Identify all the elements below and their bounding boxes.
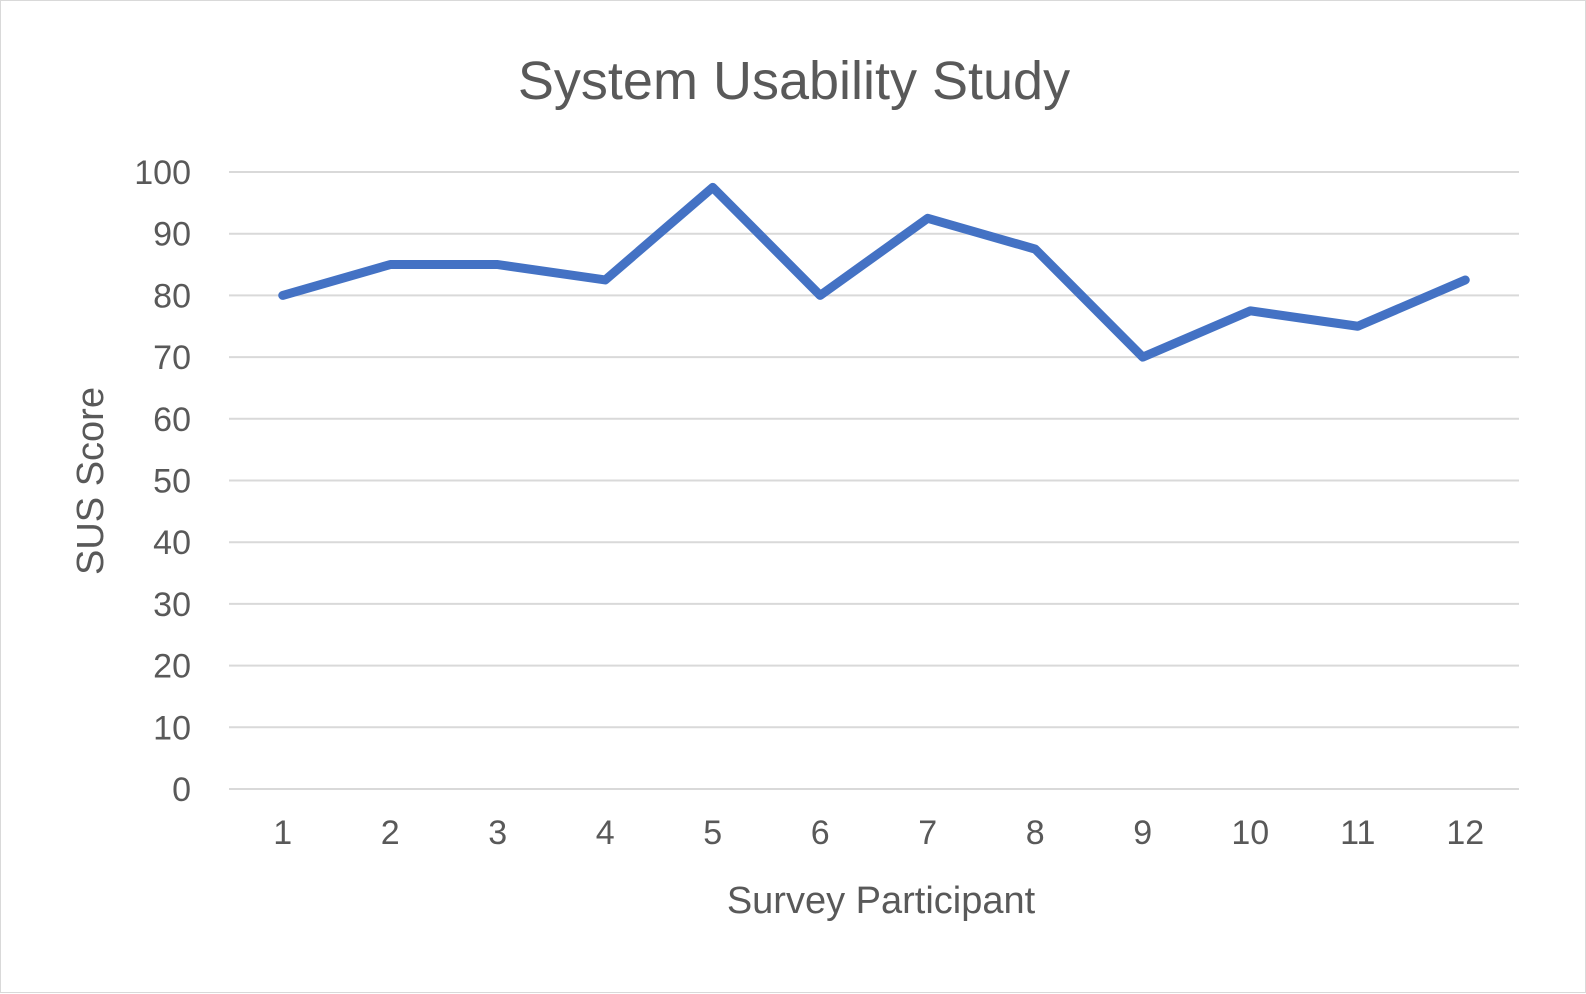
chart-title: System Usability Study — [518, 51, 1070, 111]
series-line-0 — [278, 182, 1470, 362]
y-axis-tick-labels: 0 10 20 30 40 50 60 70 80 90 100 — [134, 154, 191, 809]
x-tick-label: 2 — [381, 814, 400, 852]
x-tick-label: 7 — [918, 814, 937, 852]
data-point — [925, 216, 930, 221]
y-tick-label: 20 — [153, 648, 191, 686]
x-tick-label: 12 — [1446, 814, 1484, 852]
data-point — [495, 262, 500, 267]
y-tick-label: 30 — [153, 586, 191, 624]
data-point — [280, 293, 285, 298]
y-tick-label: 80 — [153, 277, 191, 315]
x-tick-label: 3 — [488, 814, 507, 852]
x-axis-tick-labels: 1 2 3 4 5 6 7 8 9 10 11 12 — [273, 814, 1484, 852]
x-tick-label: 5 — [703, 814, 722, 852]
y-tick-label: 50 — [153, 463, 191, 501]
y-tick-label: 10 — [153, 709, 191, 747]
x-tick-label: 6 — [811, 814, 830, 852]
y-tick-label: 70 — [153, 339, 191, 377]
data-point — [1033, 247, 1038, 252]
data-point — [1140, 355, 1145, 360]
x-tick-label: 4 — [596, 814, 615, 852]
data-point — [603, 277, 608, 282]
y-tick-label: 40 — [153, 524, 191, 562]
data-point — [710, 185, 715, 190]
x-tick-label: 8 — [1026, 814, 1045, 852]
data-point — [1463, 277, 1468, 282]
y-tick-label: 0 — [172, 771, 191, 809]
series-group — [278, 182, 1470, 362]
x-axis-title: Survey Participant — [727, 880, 1036, 922]
data-point — [388, 262, 393, 267]
y-tick-label: 60 — [153, 401, 191, 439]
gridlines — [229, 171, 1519, 790]
y-tick-label: 90 — [153, 216, 191, 254]
x-tick-label: 9 — [1133, 814, 1152, 852]
x-tick-label: 11 — [1340, 814, 1375, 852]
data-point — [818, 293, 823, 298]
y-tick-label: 100 — [134, 154, 191, 192]
x-tick-label: 10 — [1231, 814, 1269, 852]
data-point — [1355, 324, 1360, 329]
x-tick-label: 1 — [273, 814, 292, 852]
data-point — [1248, 308, 1253, 313]
y-axis-title: SUS Score — [70, 387, 112, 575]
